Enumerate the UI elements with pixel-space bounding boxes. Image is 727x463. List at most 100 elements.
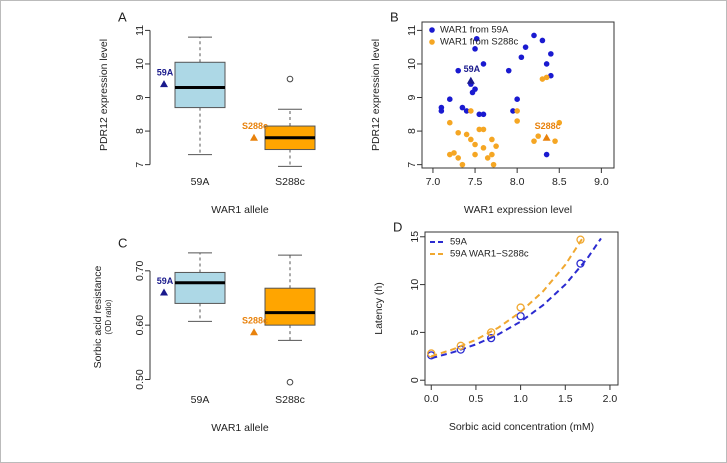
point xyxy=(451,150,457,156)
point xyxy=(463,131,470,138)
marker-triangle xyxy=(160,80,168,88)
marker-triangle xyxy=(542,133,551,141)
point xyxy=(548,72,554,79)
marker-label: S288c xyxy=(242,316,268,326)
marker-label: 59A xyxy=(464,64,481,74)
x-tick-label: 1.5 xyxy=(558,393,573,405)
point xyxy=(531,138,537,144)
x-tick-label: 0.0 xyxy=(424,393,439,405)
plot-box xyxy=(424,231,619,386)
y-tick-label: 10 xyxy=(134,58,146,70)
point xyxy=(480,145,487,151)
point xyxy=(535,133,542,139)
y-tick-label: 11 xyxy=(406,25,418,36)
point xyxy=(576,259,585,268)
legend-swatch xyxy=(429,27,435,33)
y-tick-label: 10 xyxy=(409,279,421,291)
point xyxy=(516,303,525,312)
marker-label: 59A xyxy=(157,276,174,286)
y-tick-label: 0 xyxy=(409,377,421,383)
x-tick-label: 7.5 xyxy=(468,176,483,188)
y-tick-label: 8 xyxy=(134,128,146,134)
x-tick-label: 59A xyxy=(191,176,210,188)
point xyxy=(472,46,478,52)
point xyxy=(480,111,487,118)
marker-label: S288c xyxy=(242,121,268,131)
point xyxy=(456,341,465,350)
point xyxy=(455,155,462,161)
point xyxy=(476,126,483,133)
point xyxy=(556,119,563,126)
legend-label: 59A xyxy=(450,237,468,248)
box xyxy=(174,271,226,304)
point xyxy=(446,119,453,126)
point xyxy=(493,143,499,149)
point xyxy=(455,129,462,136)
y-tick-label: 9 xyxy=(406,94,418,100)
marker-triangle xyxy=(160,288,168,296)
y-tick-label: 9 xyxy=(134,94,146,100)
legend-swatch xyxy=(429,39,435,45)
outlier xyxy=(286,75,294,83)
box xyxy=(264,287,316,326)
point xyxy=(576,235,585,244)
x-tick-label: 8.5 xyxy=(552,176,567,188)
point xyxy=(472,141,478,148)
y-tick-label: 0.70 xyxy=(134,260,146,281)
point xyxy=(472,151,478,158)
point xyxy=(480,126,487,133)
point xyxy=(480,61,487,67)
point xyxy=(459,104,466,111)
marker-triangle xyxy=(250,328,258,336)
point xyxy=(522,44,529,50)
x-axis-label: WAR1 expression level xyxy=(464,204,572,216)
x-axis-label: WAR1 allele xyxy=(211,204,269,216)
y-axis-label: PDR12 expression level xyxy=(370,39,382,151)
legend-label: WAR1 from S288c xyxy=(440,37,519,48)
point xyxy=(459,161,466,168)
point xyxy=(486,333,496,343)
x-tick-label: 59A xyxy=(191,394,210,406)
point xyxy=(510,108,516,114)
plot-box xyxy=(421,21,615,169)
legend-label: WAR1 from 59A xyxy=(440,25,509,36)
point xyxy=(543,74,550,81)
point xyxy=(489,136,495,143)
panel-letter: A xyxy=(118,9,127,24)
legend-label: 59A WAR1−S288c xyxy=(450,249,529,260)
point xyxy=(514,108,520,114)
y-axis-label: PDR12 expression level xyxy=(98,39,110,151)
point xyxy=(484,155,491,161)
point xyxy=(438,104,445,111)
marker-label: 59A xyxy=(157,67,174,77)
y-axis-sublabel: (OD ratio) xyxy=(104,299,113,334)
marker-triangle xyxy=(250,133,258,141)
point xyxy=(543,151,550,158)
point xyxy=(489,151,495,158)
x-tick-label: 8.0 xyxy=(510,176,525,188)
x-tick-label: 2.0 xyxy=(603,393,618,405)
point xyxy=(486,328,496,337)
point xyxy=(463,108,470,114)
x-axis-label: Sorbic acid concentration (mM) xyxy=(449,421,594,433)
point xyxy=(446,151,453,158)
x-tick-label: 7.0 xyxy=(426,176,441,188)
point xyxy=(446,96,453,102)
point xyxy=(505,67,512,74)
marker-triangle xyxy=(466,76,475,84)
panel-letter: C xyxy=(118,235,127,250)
point xyxy=(468,136,474,143)
x-axis-label: WAR1 allele xyxy=(211,422,269,434)
y-tick-label: 7 xyxy=(406,162,418,168)
point xyxy=(473,35,480,42)
point xyxy=(427,349,436,358)
x-tick-label: 0.5 xyxy=(469,393,484,405)
y-tick-label: 10 xyxy=(406,58,418,70)
x-tick-label: S288c xyxy=(275,394,305,406)
point xyxy=(552,138,558,144)
point xyxy=(490,161,497,168)
y-tick-label: 15 xyxy=(409,231,421,243)
point xyxy=(514,118,520,124)
point xyxy=(468,108,474,114)
